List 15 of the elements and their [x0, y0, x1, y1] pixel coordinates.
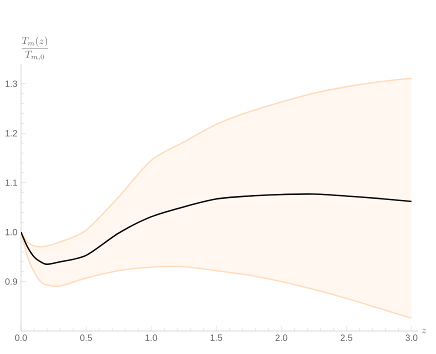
x-axis-title: $z$: [422, 328, 426, 334]
x-tick-label: 1.5: [210, 334, 222, 341]
y-tick-label: 1.1: [6, 180, 18, 186]
x-tick-label: 2.0: [276, 334, 288, 341]
y-tick-label: 1.0: [6, 228, 18, 236]
y-axis-title: $\frac{T_m(z)}{T_{m,0}}$: [22, 36, 48, 60]
y-tick-label: 1.3: [6, 80, 18, 87]
x-tick-label: 3.0: [406, 334, 418, 341]
x-tick-label: 2.5: [340, 334, 352, 341]
y-tick-label: 0.9: [5, 278, 18, 285]
x-tick-label: 0.0: [15, 334, 27, 341]
line-series: [21, 193, 412, 265]
x-tick-label: 0.5: [80, 334, 92, 341]
y-tick-label: 1.2: [6, 130, 18, 136]
x-tick-label: 1.0: [146, 334, 158, 341]
